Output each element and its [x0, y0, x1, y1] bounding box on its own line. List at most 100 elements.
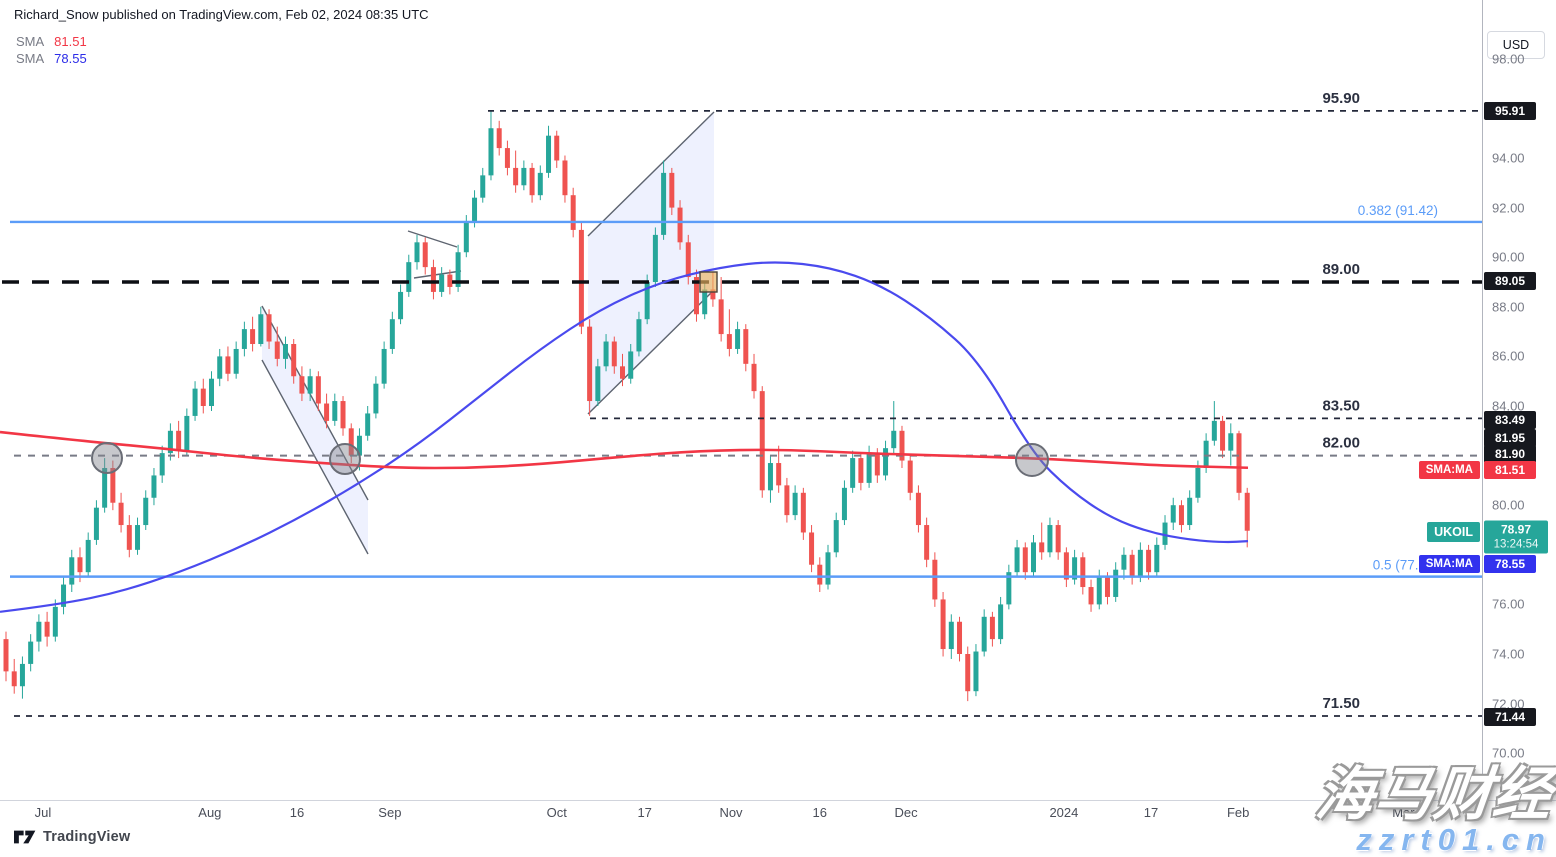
candle-up	[1187, 490, 1193, 530]
candle-up	[1154, 537, 1160, 578]
candles-layer	[3, 110, 1250, 702]
time-axis[interactable]: Jul Aug 16 Sep Oct 17 Nov 16 Dec 2024 17 Feb Mar	[0, 801, 1482, 827]
level-label-83.50: 83.50	[1322, 397, 1360, 414]
candle-down	[529, 162, 535, 203]
sma-ma-tag-red: SMA:MA	[1418, 461, 1480, 479]
candle-down	[899, 425, 905, 468]
time-tick-16: 16	[289, 805, 305, 820]
candle-down	[784, 477, 790, 523]
chart-pane[interactable]: 95.90 89.00 83.50 82.00 71.50 0.382 (91.42) 0.…	[0, 0, 1482, 800]
candle-down	[118, 492, 124, 533]
candle-up	[792, 485, 798, 521]
flag-channel-fill-1	[588, 112, 714, 414]
candle-up	[85, 532, 91, 578]
candle-up	[973, 644, 979, 697]
candle-down	[1055, 520, 1061, 560]
level-label-82.00: 82.00	[1322, 435, 1360, 452]
candle-up	[891, 401, 897, 454]
candle-down	[726, 309, 732, 357]
price-badge-83.49: 83.49	[1484, 411, 1536, 429]
candle-down	[1039, 522, 1045, 560]
candle-down	[907, 455, 913, 501]
candle-up	[1170, 497, 1176, 530]
price-badge-81.95: 81.95	[1484, 429, 1536, 447]
candle-up	[1072, 549, 1078, 585]
candle-up	[307, 368, 313, 402]
candle-down	[430, 259, 436, 300]
candle-up	[883, 440, 889, 481]
candle-down	[496, 120, 502, 156]
candle-up	[455, 244, 461, 292]
crossover-marker-circle-1	[329, 443, 361, 475]
price-axis-border	[1482, 0, 1483, 800]
candle-down	[751, 353, 757, 399]
candle-down	[274, 326, 280, 367]
candle-down	[677, 200, 683, 250]
candle-down	[1146, 544, 1152, 580]
candle-down	[858, 453, 864, 491]
candle-down	[759, 386, 765, 498]
candle-up	[143, 490, 149, 530]
price-axis[interactable]: USD 98.00 94.00 92.00 90.00 88.00 86.00 84.00 8…	[1483, 0, 1556, 800]
candle-up	[406, 254, 412, 297]
candle-up	[439, 267, 445, 297]
candle-up	[36, 614, 42, 652]
candle-up	[841, 480, 847, 526]
price-tick-88.00: 88.00	[1492, 299, 1525, 315]
price-badge-95.91: 95.91	[1484, 101, 1536, 120]
tradingview-attribution[interactable]: TradingView	[14, 829, 130, 845]
candle-down	[940, 592, 946, 657]
price-tick-80.00: 80.00	[1492, 497, 1525, 513]
sma-blue-value: 78.55	[54, 51, 87, 66]
candle-down	[915, 485, 921, 533]
crossover-marker-circle-2	[1015, 443, 1049, 477]
candle-down	[669, 167, 675, 216]
watermark-url-text: zzrt01.cn	[1356, 822, 1552, 857]
time-tick-Nov: Nov	[719, 805, 743, 820]
candle-up	[414, 234, 420, 270]
candle-up	[998, 596, 1004, 645]
candle-down	[620, 353, 625, 387]
candle-up	[1047, 517, 1053, 558]
price-badge-78.97: 78.97 13:24:54	[1484, 520, 1548, 554]
flag-channel-edge	[587, 111, 715, 237]
candle-up	[537, 165, 543, 201]
candle-up	[767, 455, 773, 503]
candle-down	[800, 487, 806, 540]
sma-red-value: 81.51	[54, 34, 87, 49]
candle-down	[924, 517, 930, 568]
candle-up	[1211, 401, 1217, 446]
price-tick-72.00: 72.00	[1492, 696, 1525, 712]
candle-down	[200, 378, 206, 414]
candle-up	[628, 344, 634, 384]
time-tick-Dec: Dec	[894, 805, 918, 820]
candle-up	[389, 311, 395, 354]
candle-down	[693, 269, 699, 322]
candle-up	[1014, 539, 1020, 578]
candle-up	[981, 609, 987, 657]
candle-up	[135, 517, 141, 555]
candle-up	[1228, 423, 1234, 466]
candle-down	[578, 222, 584, 335]
candle-up	[1031, 534, 1036, 578]
candle-down	[315, 371, 321, 411]
candle-down	[1236, 430, 1242, 501]
indicator-legend: SMA 81.51 SMA 78.55	[16, 33, 87, 67]
currency-toggle-button[interactable]: USD	[1487, 31, 1545, 59]
candle-down	[11, 658, 17, 694]
candle-down	[250, 316, 256, 352]
candle-up	[603, 334, 609, 372]
symbol-tag: UKOIL	[1427, 522, 1480, 542]
time-tick-2024: 2024	[1049, 805, 1079, 820]
candle-down	[587, 319, 593, 416]
flag-channel-edge	[587, 289, 715, 415]
candle-down	[504, 140, 510, 176]
price-tick-76.00: 76.00	[1492, 596, 1525, 612]
flag-channel-fill-0	[262, 306, 368, 554]
candle-down	[1129, 549, 1135, 585]
candle-down	[299, 366, 305, 402]
candle-down	[957, 616, 963, 662]
price-tick-74.00: 74.00	[1492, 646, 1525, 662]
candle-down	[110, 460, 116, 511]
